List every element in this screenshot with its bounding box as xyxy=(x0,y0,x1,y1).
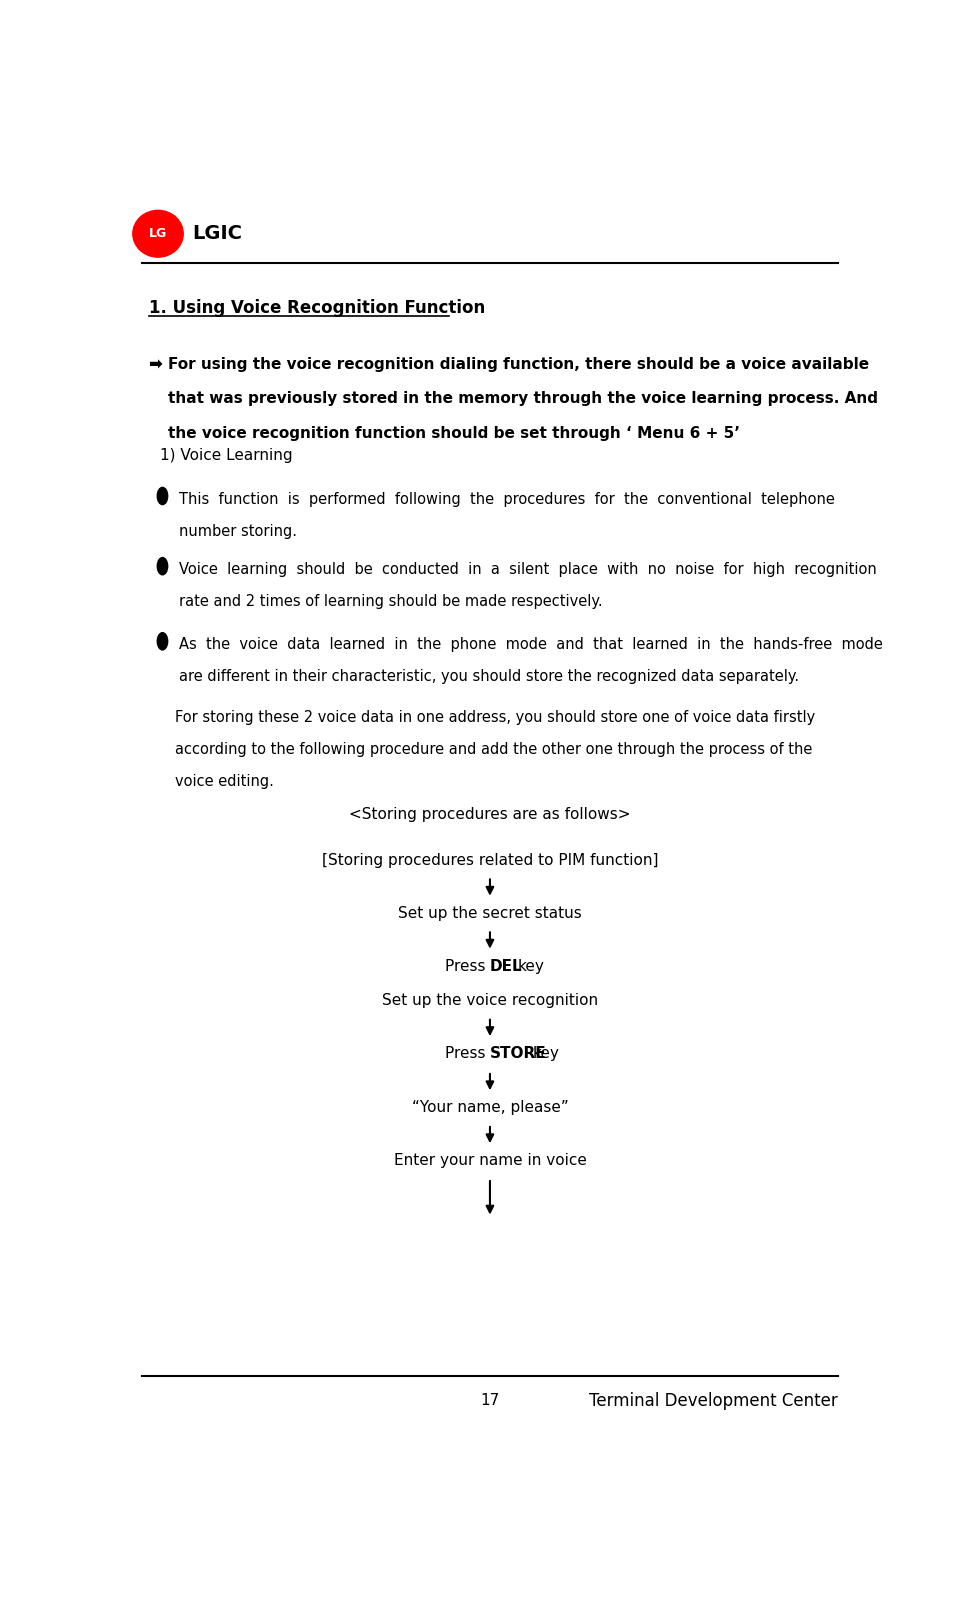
Text: [Storing procedures related to PIM function]: [Storing procedures related to PIM funct… xyxy=(322,852,658,868)
Text: For using the voice recognition dialing function, there should be a voice availa: For using the voice recognition dialing … xyxy=(167,357,869,371)
Text: key: key xyxy=(532,1046,559,1062)
Text: Terminal Development Center: Terminal Development Center xyxy=(590,1393,838,1410)
Text: number storing.: number storing. xyxy=(179,524,296,539)
Text: Set up the voice recognition: Set up the voice recognition xyxy=(381,993,598,1009)
Text: <Storing procedures are as follows>: <Storing procedures are as follows> xyxy=(349,807,631,822)
Circle shape xyxy=(158,488,167,505)
Circle shape xyxy=(158,633,167,649)
Text: 1. Using Voice Recognition Function: 1. Using Voice Recognition Function xyxy=(149,299,486,317)
Text: voice editing.: voice editing. xyxy=(175,774,274,790)
Text: Set up the secret status: Set up the secret status xyxy=(398,907,582,921)
Text: are different in their characteristic, you should store the recognized data sepa: are different in their characteristic, y… xyxy=(179,670,799,684)
Ellipse shape xyxy=(133,211,184,257)
Text: rate and 2 times of learning should be made respectively.: rate and 2 times of learning should be m… xyxy=(179,595,602,609)
Text: LG: LG xyxy=(149,227,167,240)
Text: 17: 17 xyxy=(480,1393,500,1409)
Text: “Your name, please”: “Your name, please” xyxy=(412,1100,568,1116)
Text: For storing these 2 voice data in one address, you should store one of voice dat: For storing these 2 voice data in one ad… xyxy=(175,710,815,724)
Text: This  function  is  performed  following  the  procedures  for  the  conventiona: This function is performed following the… xyxy=(179,492,835,507)
Text: DEL: DEL xyxy=(489,959,523,974)
Circle shape xyxy=(158,558,167,574)
Text: 1) Voice Learning: 1) Voice Learning xyxy=(161,448,293,462)
Text: according to the following procedure and add the other one through the process o: according to the following procedure and… xyxy=(175,742,813,758)
Text: key: key xyxy=(518,959,545,974)
Text: LGIC: LGIC xyxy=(192,224,242,243)
Text: ➡: ➡ xyxy=(147,355,162,373)
Text: Voice  learning  should  be  conducted  in  a  silent  place  with  no  noise  f: Voice learning should be conducted in a … xyxy=(179,563,877,577)
Text: As  the  voice  data  learned  in  the  phone  mode  and  that  learned  in  the: As the voice data learned in the phone m… xyxy=(179,638,882,652)
Text: Enter your name in voice: Enter your name in voice xyxy=(394,1153,586,1169)
Text: the voice recognition function should be set through ‘ Menu 6 + 5’: the voice recognition function should be… xyxy=(167,425,740,441)
Text: that was previously stored in the memory through the voice learning process. And: that was previously stored in the memory… xyxy=(167,392,878,406)
Text: Press: Press xyxy=(445,959,489,974)
Text: STORE: STORE xyxy=(489,1046,547,1062)
Text: Press: Press xyxy=(445,1046,489,1062)
